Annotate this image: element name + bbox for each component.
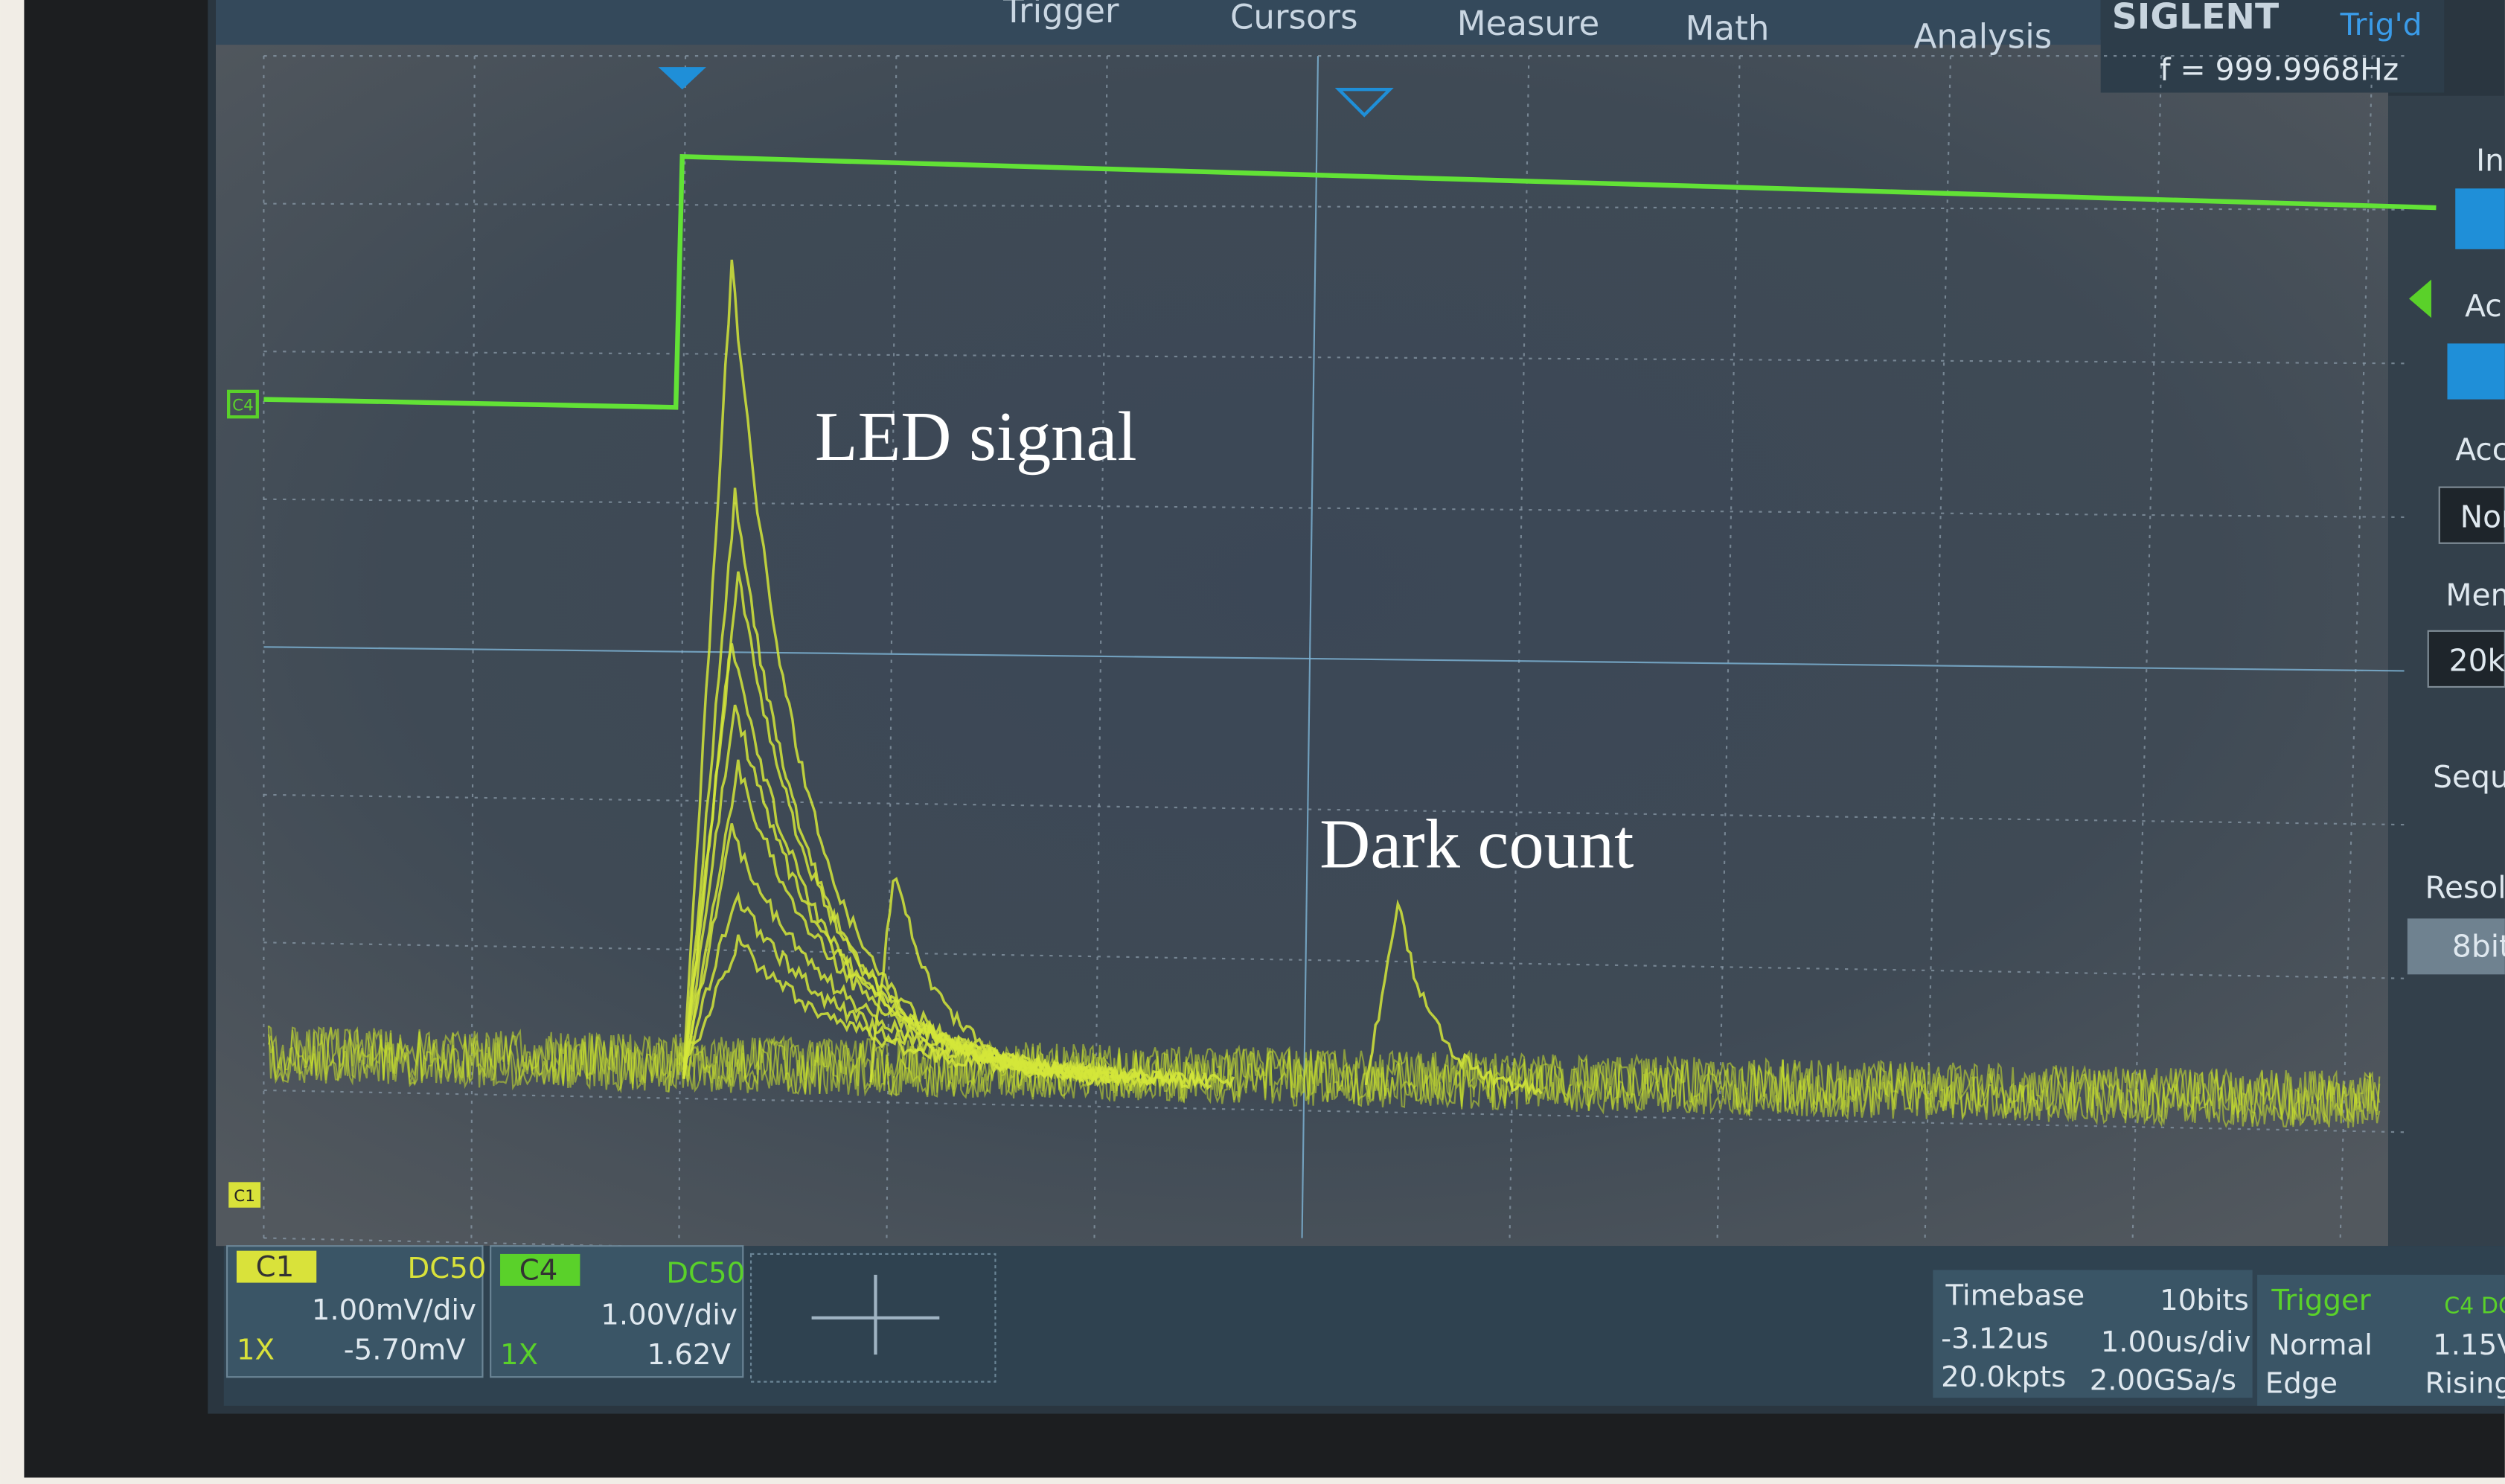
probe: 1X <box>500 1338 538 1372</box>
time-div: 1.00us/div <box>2101 1325 2251 1359</box>
timebase-title: Timebase <box>1945 1279 2085 1313</box>
volts-div: 1.00mV/div <box>312 1293 476 1327</box>
offset: 1.62V <box>647 1338 732 1372</box>
oscilloscope-photo: C4 C1 Trigger Cursors Measure Math Analy… <box>0 0 2505 1484</box>
c1-marker-label: C1 <box>234 1187 255 1206</box>
points: 20.0kpts <box>1941 1360 2066 1394</box>
trigger-level: 1.15V <box>2433 1328 2505 1362</box>
side-label[interactable]: 8bit <box>2452 929 2505 965</box>
coupling: DC50 <box>408 1252 487 1285</box>
menu-item[interactable]: Cursors <box>1230 0 1358 37</box>
menu-item[interactable]: Math <box>1686 9 1770 48</box>
trigger-source: C4 DC <box>2444 1293 2505 1319</box>
volts-div: 1.00V/div <box>601 1298 738 1331</box>
brand: SIGLENT <box>2112 0 2279 38</box>
side-label: In <box>2476 143 2504 179</box>
trigger-state: Trig'd <box>2340 7 2422 42</box>
frequency: f = 999.9968Hz <box>2160 51 2399 87</box>
menu-item[interactable]: Measure <box>1457 4 1600 43</box>
trigger-mode: Normal <box>2268 1328 2373 1362</box>
channel-name: C1 <box>256 1250 295 1284</box>
side-label[interactable]: 20k <box>2449 642 2505 678</box>
side-label: Ac <box>2465 288 2502 324</box>
side-button[interactable] <box>2448 343 2505 399</box>
side-label: Mem <box>2445 577 2505 613</box>
menu-bar <box>216 0 2101 45</box>
trigger-type: Edge <box>2265 1367 2338 1401</box>
trigger-slope: Rising <box>2425 1367 2505 1401</box>
delay: -3.12us <box>1941 1323 2049 1356</box>
side-label[interactable]: Nor <box>2460 499 2505 534</box>
bits: 10bits <box>2160 1284 2249 1317</box>
offset: -5.70mV <box>344 1334 467 1367</box>
plot-area <box>216 40 2388 1247</box>
side-label: Resol <box>2425 869 2505 905</box>
c4-marker-label: C4 <box>232 397 254 415</box>
menu-item[interactable]: Trigger <box>1002 0 1119 31</box>
probe: 1X <box>237 1334 275 1367</box>
sample-rate: 2.00GSa/s <box>2090 1363 2236 1397</box>
annotation: Dark count <box>1319 805 1634 883</box>
menu-item[interactable]: Analysis <box>1914 16 2053 56</box>
side-label: Sequ <box>2433 759 2505 795</box>
coupling: DC50 <box>666 1257 745 1290</box>
annotation: LED signal <box>815 398 1137 476</box>
side-button[interactable] <box>2455 188 2505 249</box>
side-label: Acc <box>2455 432 2505 467</box>
page: {"menu": {"items": ["Trigger", "Cursors"… <box>0 0 2505 1484</box>
trigger-title: Trigger <box>2271 1284 2370 1317</box>
channel-name: C4 <box>519 1253 558 1287</box>
